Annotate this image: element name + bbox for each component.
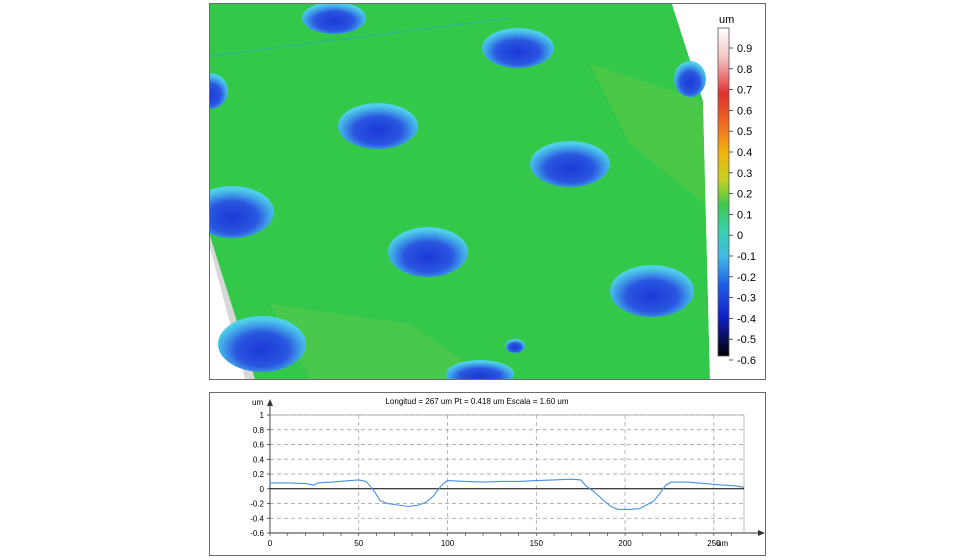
surface-pit <box>302 4 366 34</box>
surface-scratch <box>210 17 511 57</box>
y-tick-label: 0 <box>260 485 265 494</box>
surface-pit <box>210 73 228 109</box>
colorbar-tick-label: 0.6 <box>737 105 752 117</box>
surface-pit <box>218 316 306 372</box>
surface-map: um 0.9 0.8 0.7 0.6 0.5 0.4 0.3 0.2 0.1 0 -0.1 -0.2 -0… <box>210 4 765 379</box>
surface-pit <box>610 265 694 317</box>
y-axis-label: um <box>252 398 263 407</box>
colorbar <box>717 27 730 357</box>
colorbar-tick-label: -0.4 <box>737 313 756 325</box>
colorbar-tick-label: 0.5 <box>737 126 752 138</box>
surface-plane <box>210 4 710 379</box>
colorbar-tick-label: -0.3 <box>737 293 756 305</box>
x-tick-label: 100 <box>441 539 455 548</box>
x-tick-label: 50 <box>354 539 363 548</box>
y-tick-label: -0.4 <box>250 514 264 523</box>
colorbar-tick-label: -0.5 <box>737 334 756 346</box>
x-tick-label: 150 <box>530 539 544 548</box>
surface-shade <box>590 64 705 204</box>
surface-pit <box>530 141 610 187</box>
surface-shade <box>270 304 490 379</box>
y-tick-label: 0.2 <box>253 470 265 479</box>
colorbar-tick-label: -0.1 <box>737 251 756 263</box>
surface-pit <box>338 103 418 149</box>
colorbar-unit-label: um <box>719 14 734 26</box>
surface-pit <box>446 360 514 379</box>
colorbar-tick-label: -0.2 <box>737 272 756 284</box>
chart-title: Longitud = 267 um Pt = 0.418 um Escala =… <box>385 397 568 406</box>
colorbar-tick-label: 0.4 <box>737 147 752 159</box>
surface-pit <box>674 61 706 97</box>
y-tick-label: 0.4 <box>253 455 265 464</box>
colorbar-tick-label: 0.2 <box>737 189 752 201</box>
colorbar-tick-label: 0.3 <box>737 168 752 180</box>
y-tick-label: 0.6 <box>253 441 265 450</box>
surface-pit <box>505 339 525 353</box>
y-tick-label: -0.6 <box>250 529 264 538</box>
profile-line <box>270 478 745 510</box>
y-tick-label: 0.8 <box>253 426 265 435</box>
x-axis-arrow <box>758 530 765 536</box>
colorbar-tick-label: -0.6 <box>737 355 756 367</box>
profile-chart: Longitud = 267 um Pt = 0.418 um Escala =… <box>250 397 765 548</box>
x-tick-label: 0 <box>268 539 273 548</box>
x-tick-label: 250 <box>707 539 721 548</box>
y-tick-label: 1 <box>260 411 265 420</box>
y-tick-label: -0.2 <box>250 500 264 509</box>
colorbar-tick-label: 0.1 <box>737 209 752 221</box>
colorbar-tick-label: 0.8 <box>737 64 752 76</box>
x-tick-label: 200 <box>618 539 632 548</box>
y-axis-arrow <box>267 399 273 406</box>
colorbar-tick-label: 0.7 <box>737 85 752 97</box>
surface-map-panel: um 0.9 0.8 0.7 0.6 0.5 0.4 0.3 0.2 0.1 0 -0.1 -0.2 -0… <box>209 3 766 380</box>
x-axis-label: um <box>717 539 728 548</box>
surface-pit <box>482 28 554 68</box>
colorbar-tick-label: 0 <box>737 230 743 242</box>
surface-pit <box>210 186 274 238</box>
colorbar-tick-label: 0.9 <box>737 43 752 55</box>
surface-pit <box>388 227 468 277</box>
profile-chart-panel: Longitud = 267 um Pt = 0.418 um Escala =… <box>209 392 766 556</box>
